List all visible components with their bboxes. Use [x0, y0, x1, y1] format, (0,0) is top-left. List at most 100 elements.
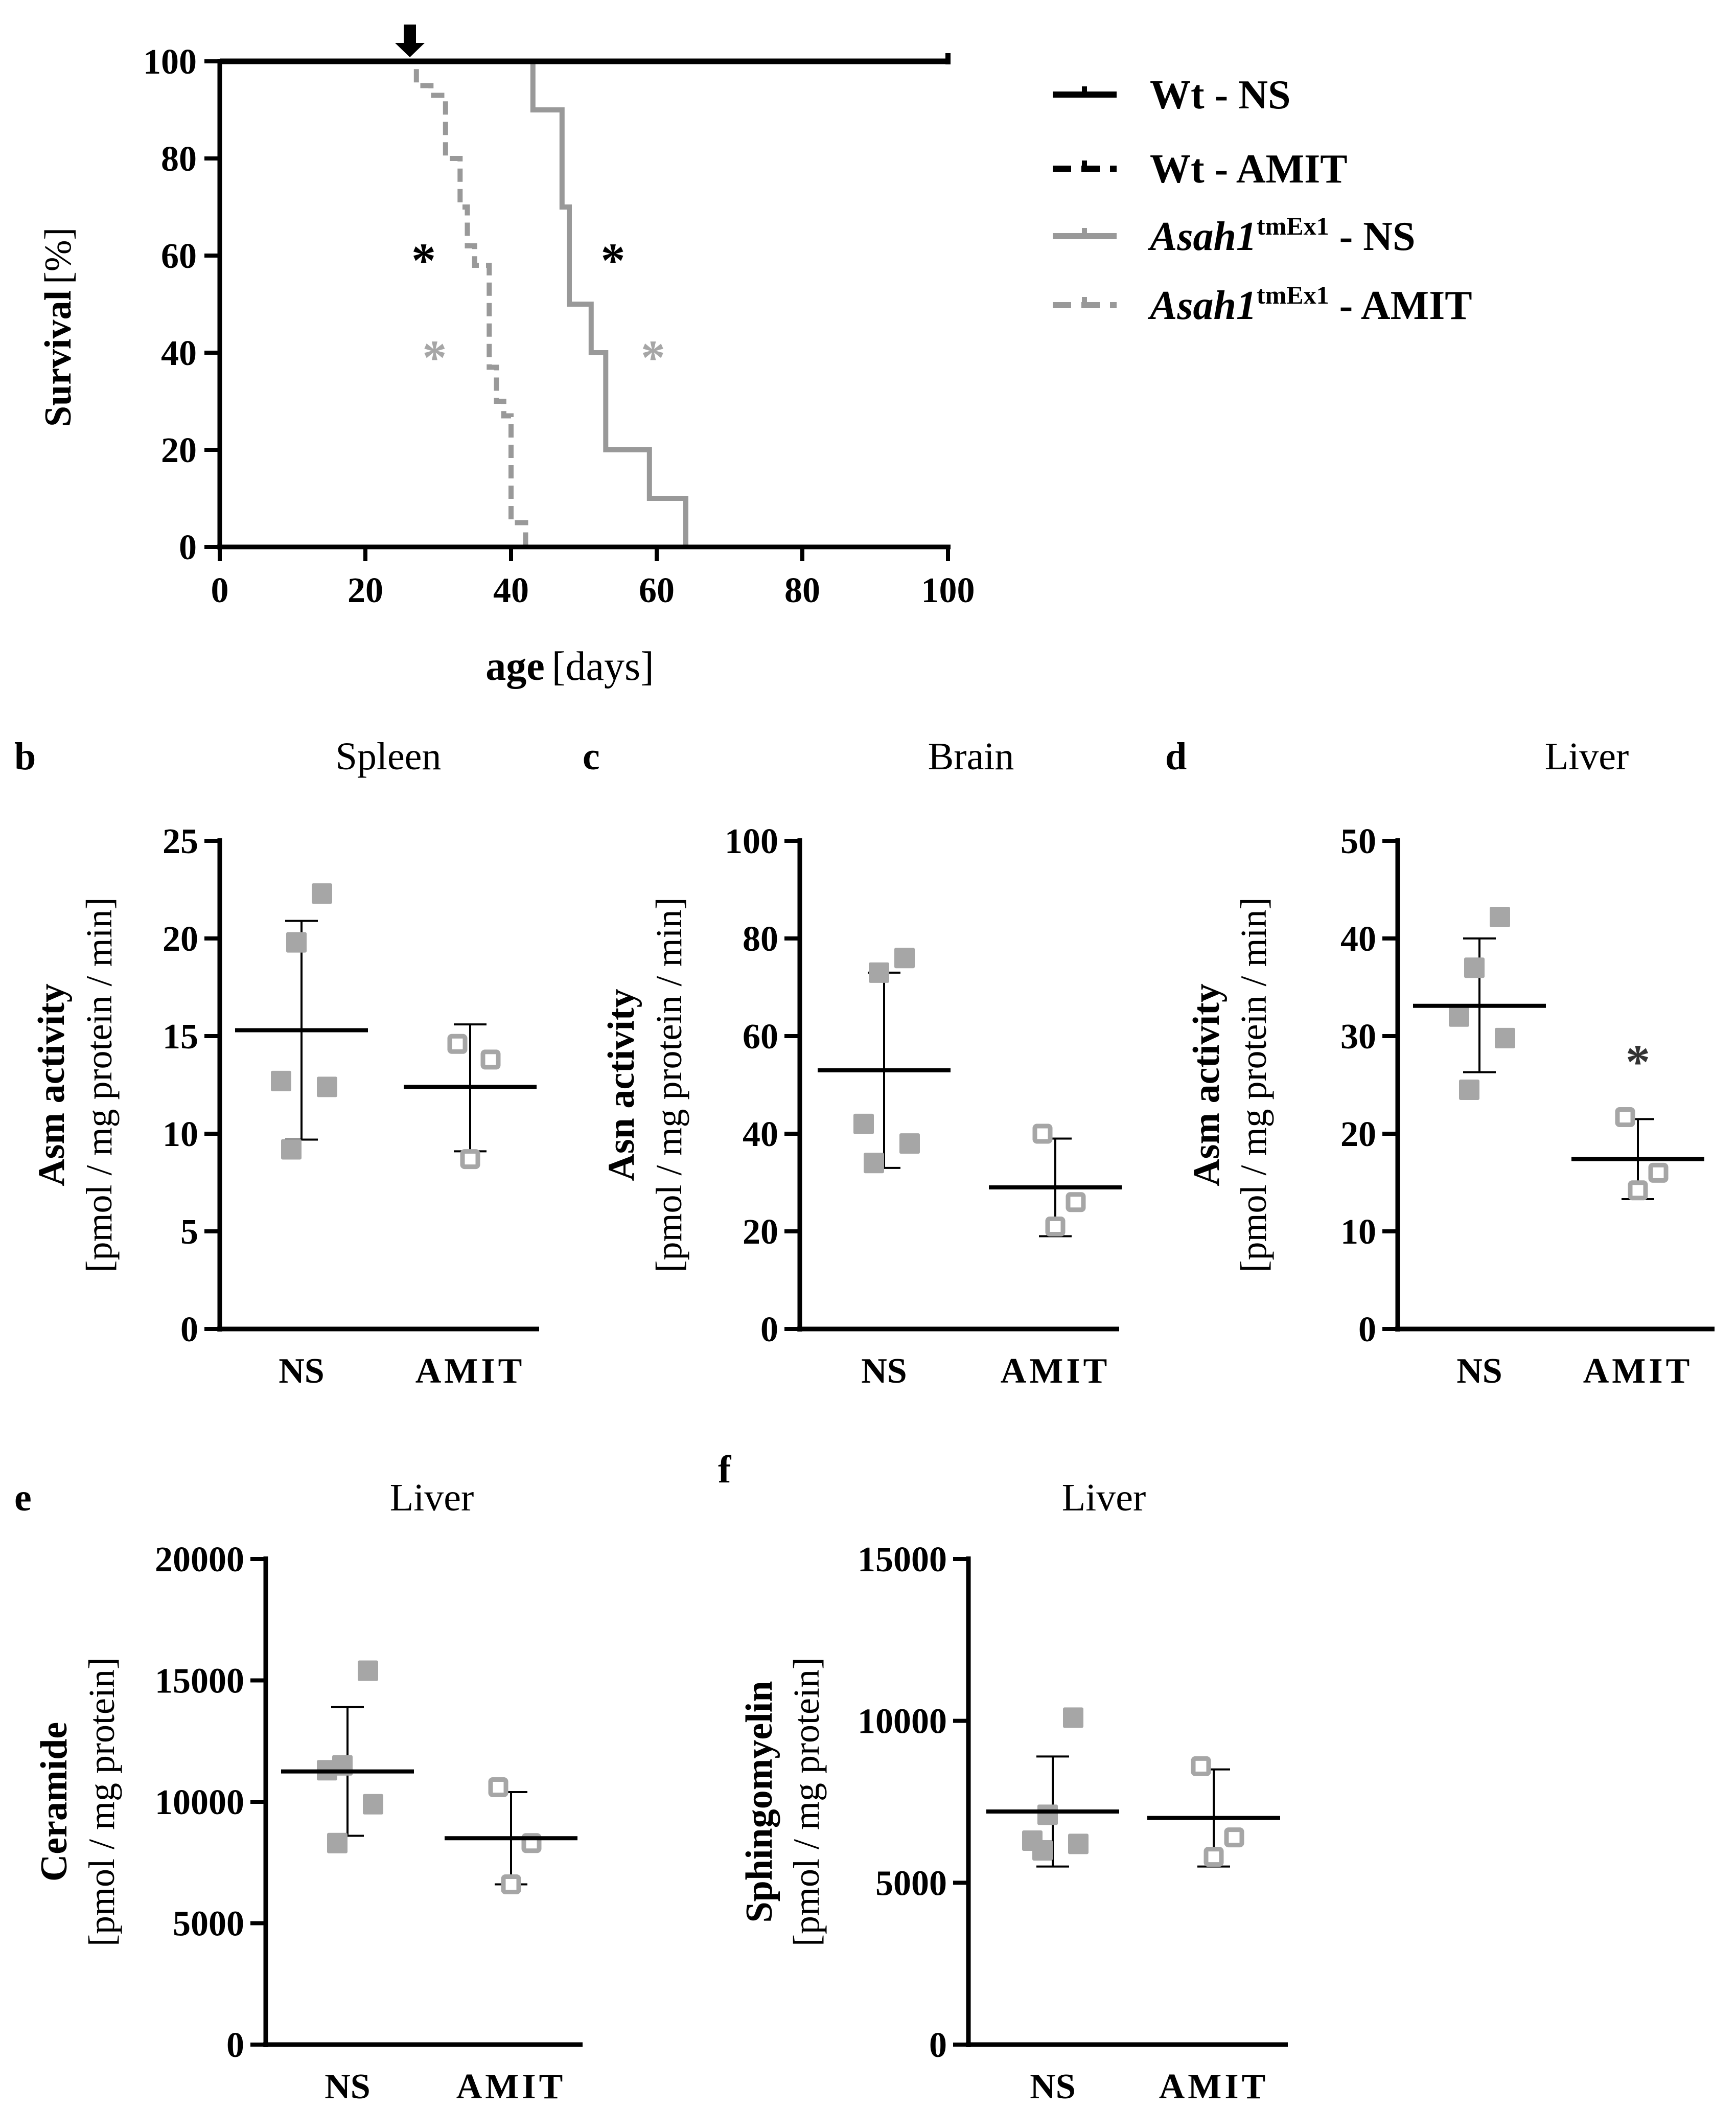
- data-point-open: [480, 1049, 501, 1070]
- y-tick-label: 20: [1340, 1115, 1376, 1154]
- chart-title: Spleen: [336, 735, 442, 778]
- x-category-label: NS: [1456, 1351, 1502, 1391]
- legend-label-gene: Asah1: [1147, 283, 1257, 328]
- y-tick-label: 25: [163, 822, 198, 861]
- survival-line-2: [220, 59, 688, 547]
- y-tick-label: 100: [725, 822, 778, 861]
- panel-letter: f: [718, 1448, 732, 1491]
- y-tick-label: 10: [1340, 1212, 1376, 1252]
- survival-y-tick-label: 40: [161, 334, 197, 373]
- treatment-start-arrow-icon: [395, 25, 425, 57]
- chart-title: Liver: [1062, 1476, 1146, 1519]
- legend: Wt - NS Wt - AMIT Asah1tmEx1 - NS Asah1t…: [1053, 73, 1472, 328]
- y-tick-label: 10000: [155, 1783, 244, 1822]
- data-point-open: [1032, 1124, 1053, 1144]
- survival-y-tick-label: 60: [161, 237, 197, 276]
- x-category-label: AMIT: [456, 2067, 566, 2106]
- y-axis-unit-label: [pmol / mg protein / min]: [1233, 898, 1274, 1273]
- data-point-filled: [1063, 1707, 1083, 1728]
- data-point-filled: [1068, 1833, 1089, 1854]
- data-point-filled: [853, 1113, 874, 1134]
- liver-ceramide-chart: e Liver Ceramide [pmol / mg protein] 0 5000 10…: [14, 1476, 583, 2106]
- survival-y-label-bold: Survival: [37, 290, 79, 427]
- survival-plot-area: [220, 53, 951, 547]
- legend-label-asah1-ns: Asah1tmEx1 - NS: [1147, 212, 1416, 259]
- y-tick-label: 0: [929, 2026, 947, 2065]
- legend-item-wt-ns: Wt - NS: [1053, 73, 1291, 118]
- panel-letter: d: [1165, 735, 1187, 778]
- data-point-open: [1648, 1162, 1669, 1183]
- survival-x-tick-label: 20: [348, 571, 383, 610]
- data-point-filled: [358, 1660, 378, 1681]
- survival-chart: 0 20 40 60 80 100 0 20 40 60 80 100 Survival [%] age…: [37, 25, 1472, 689]
- x-category-label: NS: [279, 1351, 324, 1391]
- survival-x-label: age [days]: [485, 644, 654, 689]
- liver-asm-chart: d Liver Asm activity [pmol / mg protein / m…: [1165, 735, 1715, 1391]
- y-axis-label: Asm activity: [31, 983, 73, 1186]
- x-category-label: AMIT: [1583, 1351, 1693, 1391]
- legend-label-allele: tmEx1: [1257, 212, 1329, 240]
- y-tick-label: 15: [163, 1017, 198, 1057]
- x-category-label: AMIT: [415, 1351, 525, 1391]
- y-tick-label: 0: [226, 2026, 244, 2065]
- spleen-asm-chart: b Spleen Asm activity [pmol / mg protein / …: [14, 735, 539, 1391]
- data-point-open: [1615, 1107, 1635, 1128]
- y-tick-label: 20: [743, 1212, 778, 1252]
- survival-y-label-unit: [%]: [37, 227, 79, 284]
- survival-x-label-unit: [days]: [552, 644, 654, 689]
- legend-label-wt-amit: Wt - AMIT: [1150, 147, 1348, 192]
- x-category-label: AMIT: [1159, 2067, 1269, 2106]
- y-tick-label: 15000: [858, 1540, 947, 1579]
- y-axis-unit-label: [pmol / mg protein]: [786, 1657, 827, 1946]
- survival-y-tick-label: 0: [179, 528, 197, 567]
- data-point-filled: [286, 932, 307, 953]
- y-tick-label: 50: [1340, 822, 1376, 861]
- y-axis-label: Asm activity: [1186, 983, 1228, 1186]
- legend-item-asah1-ns: Asah1tmEx1 - NS: [1053, 212, 1416, 259]
- data-point-open: [488, 1777, 508, 1797]
- data-point-filled: [1032, 1840, 1053, 1861]
- y-tick-label: 5000: [875, 1864, 947, 1903]
- y-axis-label: Sphingomyelin: [738, 1681, 780, 1923]
- survival-axes: 0 20 40 60 80 100 0 20 40 60 80 100: [143, 42, 975, 610]
- legend-label-group: - NS: [1329, 214, 1416, 259]
- data-point-filled: [864, 1153, 884, 1174]
- y-tick-label: 5: [180, 1212, 198, 1252]
- y-axis-label: Asn activity: [600, 989, 642, 1181]
- survival-x-tick-label: 40: [493, 571, 529, 610]
- panel-letter: e: [14, 1476, 32, 1519]
- chart-title: Brain: [928, 735, 1014, 778]
- survival-x-label-bold: age: [485, 644, 545, 689]
- x-category-label: AMIT: [1001, 1351, 1110, 1391]
- y-tick-label: 0: [180, 1310, 198, 1349]
- liver-sphingomyelin-chart: f Liver Sphingomyelin [pmol / mg protein] 0 5…: [718, 1448, 1288, 2106]
- survival-y-label: Survival [%]: [37, 227, 79, 427]
- data-point-filled: [1449, 1006, 1469, 1027]
- y-tick-label: 15000: [155, 1662, 244, 1701]
- data-point-filled: [363, 1794, 383, 1815]
- data-point-filled: [1464, 957, 1485, 978]
- y-tick-label: 0: [760, 1310, 778, 1349]
- panel-letter: c: [583, 735, 600, 778]
- data-point-open: [1045, 1216, 1066, 1236]
- data-point-open: [1191, 1756, 1211, 1776]
- survival-y-tick-label: 100: [143, 42, 197, 82]
- data-point-open: [1628, 1180, 1648, 1201]
- data-point-filled: [1037, 1804, 1058, 1825]
- data-point-filled: [327, 1832, 348, 1853]
- y-tick-label: 40: [743, 1115, 778, 1154]
- x-category-label: NS: [325, 2067, 370, 2106]
- chart-title: Liver: [1545, 735, 1629, 778]
- data-point-filled: [1490, 906, 1510, 927]
- legend-item-asah1-amit: Asah1tmEx1 - AMIT: [1053, 281, 1472, 328]
- data-point-filled: [1459, 1080, 1479, 1101]
- y-axis-unit-label: [pmol / mg protein / min]: [649, 898, 689, 1273]
- data-point-filled: [271, 1070, 291, 1091]
- data-point-open: [1066, 1192, 1086, 1212]
- survival-x-tick-label: 100: [921, 571, 975, 610]
- data-point-open: [447, 1034, 468, 1054]
- y-axis-unit-label: [pmol / mg protein]: [81, 1657, 122, 1946]
- y-axis-unit-label: [pmol / mg protein / min]: [79, 898, 120, 1273]
- x-category-label: NS: [861, 1351, 907, 1391]
